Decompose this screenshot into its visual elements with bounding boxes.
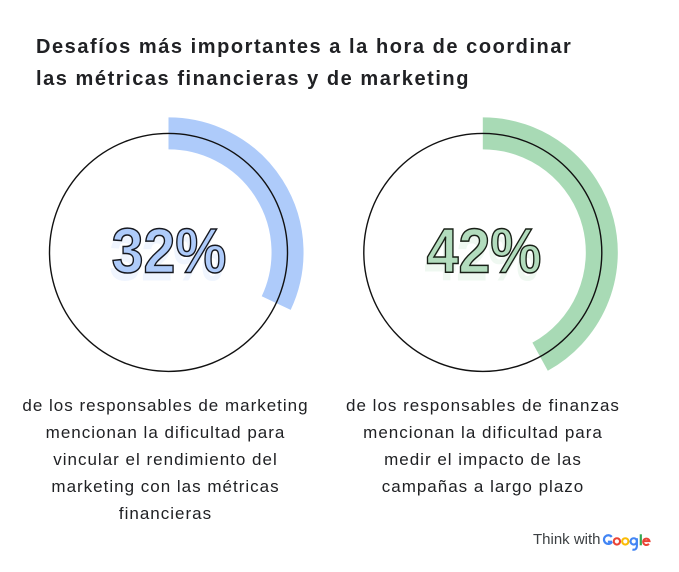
svg-text:32%: 32% [109, 223, 224, 294]
svg-text:42%: 42% [424, 223, 539, 294]
svg-text:42%: 42% [427, 215, 542, 286]
svg-text:32%: 32% [112, 215, 227, 286]
